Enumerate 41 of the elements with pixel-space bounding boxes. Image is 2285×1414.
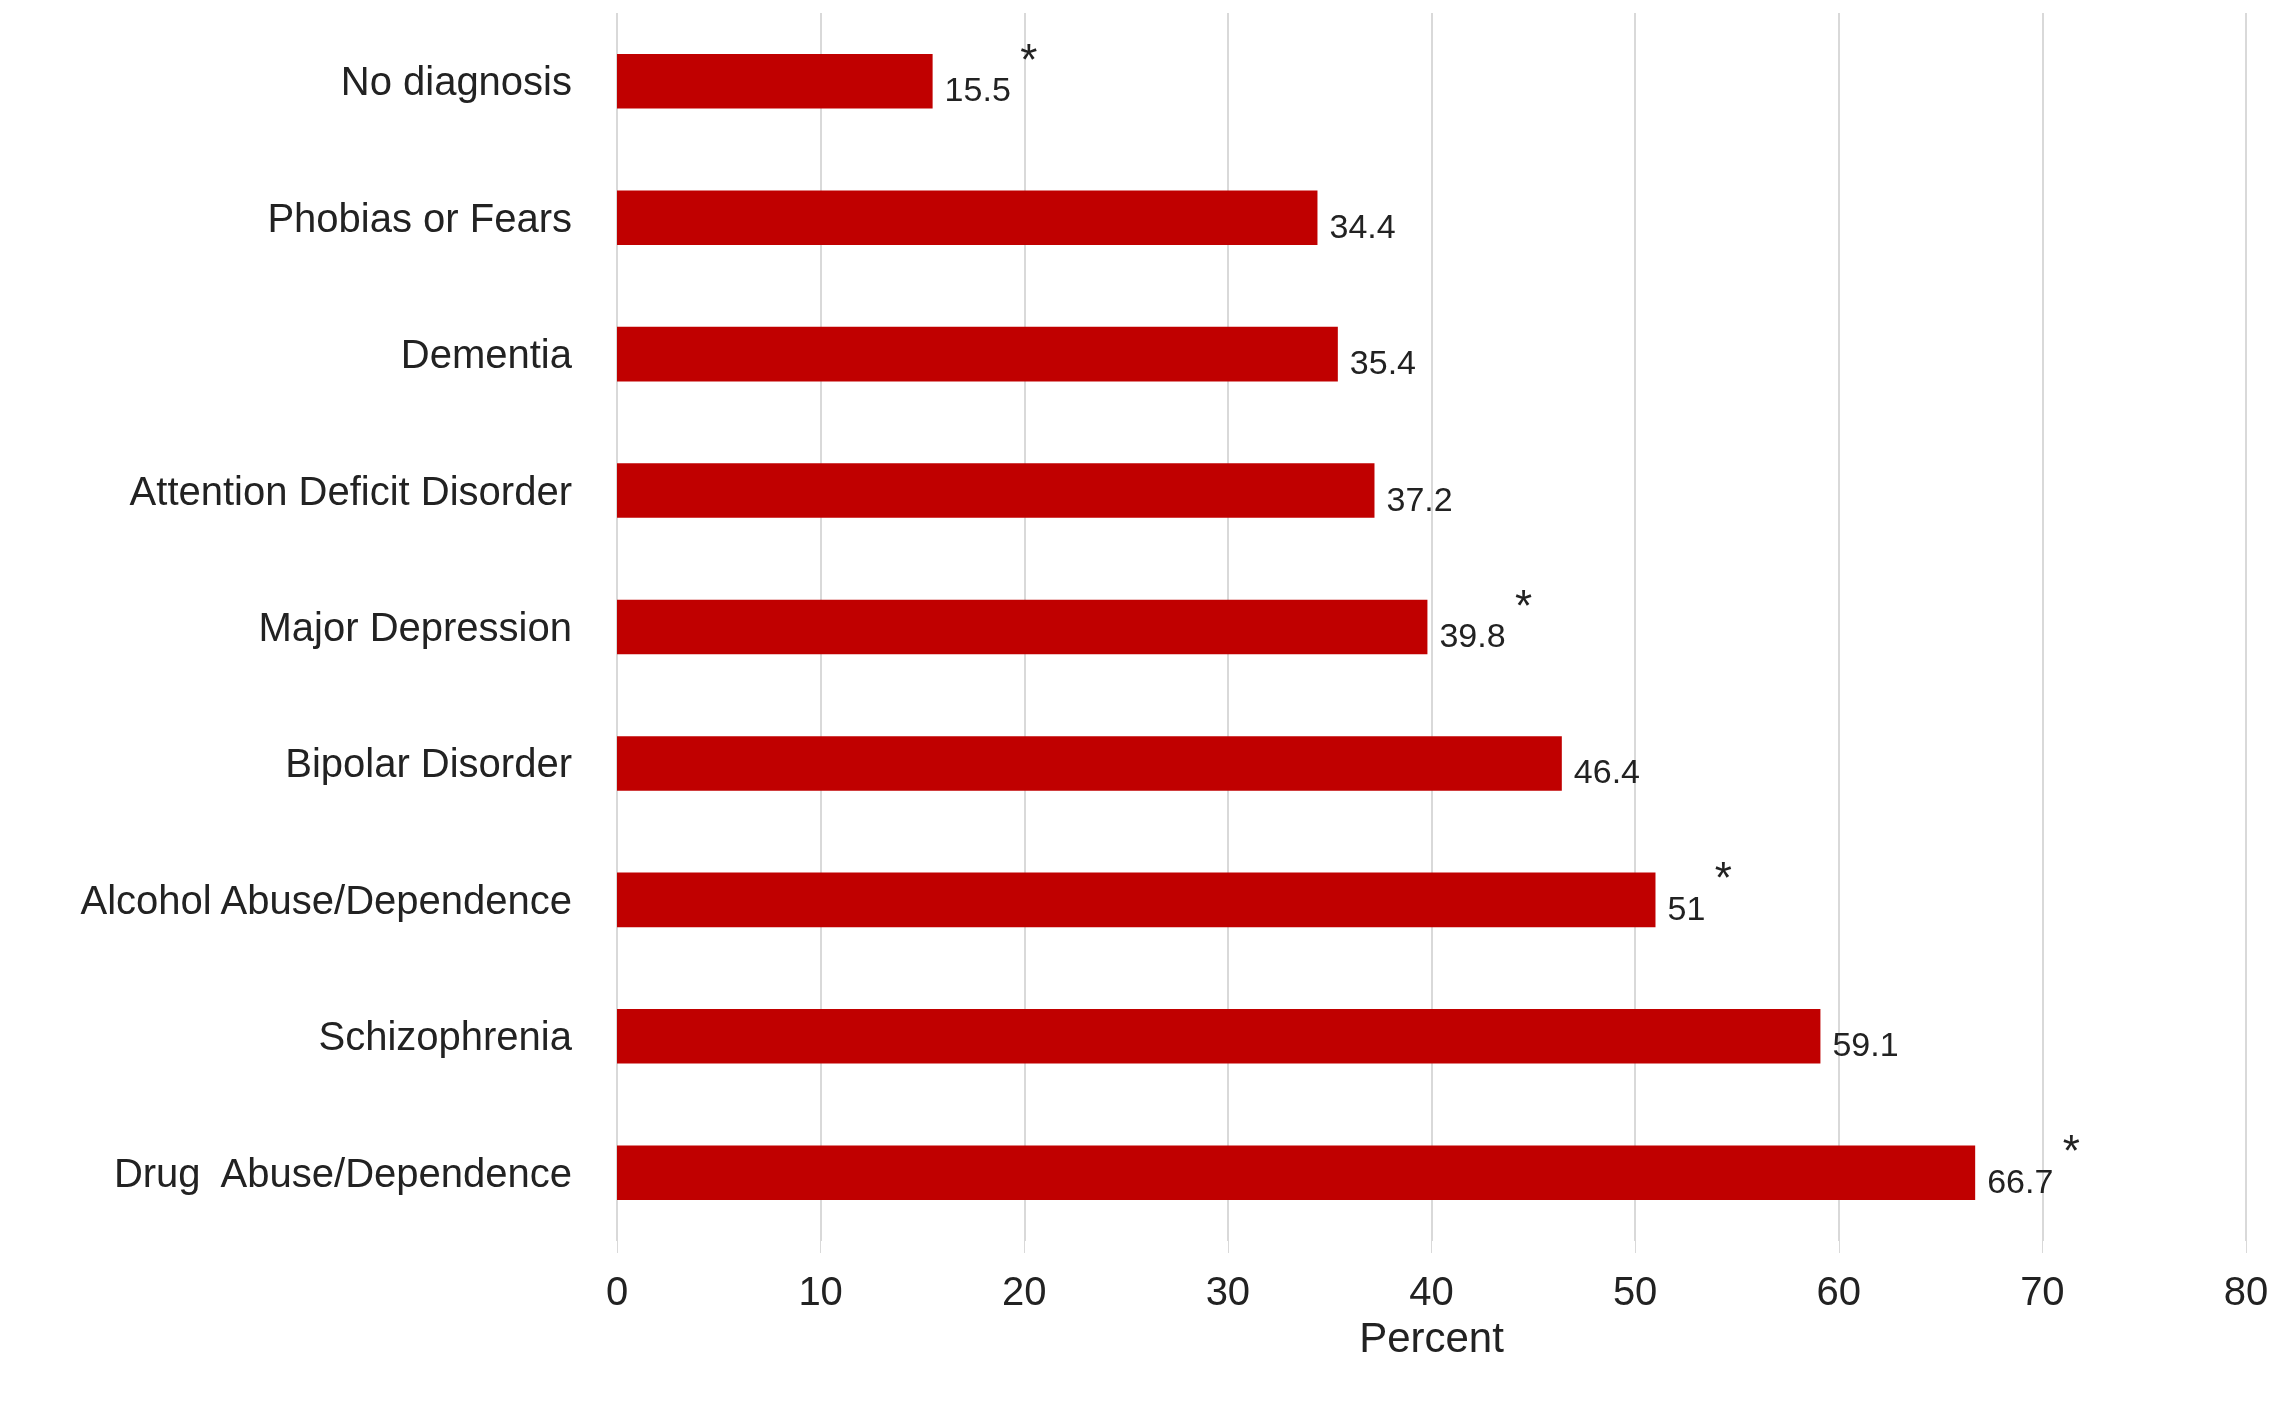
x-tick-label: 60 <box>1816 1269 1861 1313</box>
y-tick-label: Phobias or Fears <box>267 195 572 240</box>
bar <box>617 326 1338 382</box>
y-tick-label: No diagnosis <box>340 59 572 104</box>
data-label: 39.8 <box>1439 616 1506 654</box>
x-tick-label: 50 <box>1612 1269 1658 1313</box>
bar <box>617 1145 1976 1201</box>
annotation: * <box>2062 1126 2080 1176</box>
data-label: 37.2 <box>1386 479 1453 518</box>
x-tick-label: 40 <box>1409 1269 1454 1313</box>
x-tick-label: 70 <box>2020 1269 2065 1313</box>
bar <box>617 1009 1821 1064</box>
y-tick-label: Drug Abuse/Dependence <box>113 1150 572 1195</box>
annotation: * <box>1020 34 1038 84</box>
bar <box>617 736 1562 791</box>
data-label: 59.1 <box>1832 1025 1899 1064</box>
x-axis-title: Percent <box>1359 1313 1505 1361</box>
annotation: * <box>1714 853 1732 903</box>
y-tick-label: Attention Deficit Disorder <box>129 468 572 513</box>
data-label: 46.4 <box>1573 752 1641 791</box>
bar <box>617 190 1318 245</box>
data-label: 66.7 <box>1987 1161 2054 1200</box>
y-tick-label: Bipolar Disorder <box>285 741 572 786</box>
x-tick-label: 20 <box>1002 1269 1047 1313</box>
bar <box>617 599 1428 655</box>
x-tick-label: 10 <box>798 1269 843 1313</box>
y-tick-label: Dementia <box>400 332 573 377</box>
y-tick-label: Major Depression <box>258 605 572 649</box>
data-label: 34.4 <box>1329 206 1396 245</box>
data-label: 51 <box>1667 888 1706 927</box>
data-label: 35.4 <box>1349 343 1417 382</box>
x-tick-label: 0 <box>605 1269 629 1313</box>
bar <box>617 463 1375 518</box>
x-tick-label: 80 <box>2223 1269 2269 1313</box>
y-tick-label: Schizophrenia <box>318 1014 573 1059</box>
bar <box>617 53 933 109</box>
bar <box>617 872 1656 928</box>
y-tick-label: Alcohol Abuse/Dependence <box>80 877 572 922</box>
annotation: * <box>1515 580 1533 630</box>
x-tick-label: 30 <box>1205 1269 1251 1313</box>
data-label: 15.5 <box>944 70 1011 109</box>
